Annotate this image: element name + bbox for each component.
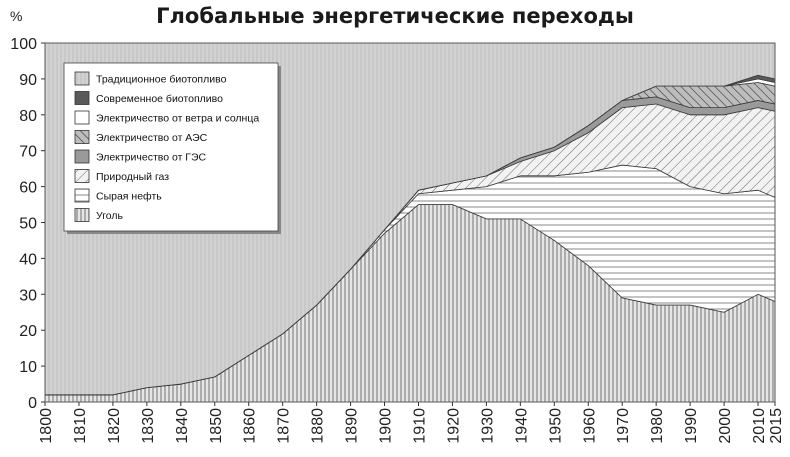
x-tick-label: 1930 (479, 408, 496, 444)
legend: Традиционное биотопливо Современное биото… (63, 62, 281, 234)
x-tick-label: 1990 (683, 408, 700, 444)
x-tick-label: 1880 (310, 408, 327, 444)
y-tick-label: 60 (19, 180, 37, 197)
y-axis-label: % (10, 8, 23, 24)
x-tick-label: 1950 (547, 408, 564, 444)
x-tick-label: 1800 (38, 408, 55, 444)
y-tick-label: 30 (19, 287, 37, 304)
y-tick-label: 50 (19, 216, 37, 233)
y-tick-label: 80 (19, 108, 37, 125)
y-tick-label: 90 (19, 72, 37, 89)
axes: 0 10 20 30 40 50 60 70 80 90 100 1800 1810 1820 1830 18… (10, 36, 785, 444)
legend-swatch (74, 71, 90, 86)
x-tick-label: 1860 (242, 408, 259, 444)
legend-label: Природный газ (96, 171, 169, 183)
x-tick-label: 2010 (751, 408, 768, 444)
x-tick-label: 1920 (445, 408, 462, 444)
x-tick-label: 1840 (174, 408, 191, 444)
legend-label: Электричество от АЭС (96, 132, 208, 144)
legend-swatch (74, 110, 90, 125)
legend-label: Традиционное биотопливо (96, 74, 227, 86)
legend-swatch (74, 130, 90, 144)
y-tick-label: 10 (19, 359, 37, 376)
legend-swatch (74, 169, 90, 183)
x-tick-label: 1820 (106, 408, 123, 444)
legend-swatch (74, 149, 90, 164)
y-tick-label: 0 (28, 395, 37, 412)
x-tick-label: 1900 (378, 408, 395, 444)
x-tick-label: 1870 (276, 408, 293, 444)
legend-box (63, 62, 279, 232)
legend-swatch (74, 208, 90, 222)
x-tick-label: 1960 (581, 408, 598, 444)
legend-label: Уголь (96, 210, 124, 222)
legend-label: Электричество от ветра и солнца (96, 113, 259, 125)
x-tick-label: 2015 (768, 408, 785, 444)
y-tick-label: 20 (19, 323, 37, 340)
legend-label: Современное биотопливо (96, 93, 223, 105)
y-tick-label: 70 (19, 144, 37, 161)
x-tick-label: 1890 (344, 408, 361, 444)
x-tick-label: 1970 (615, 408, 632, 444)
legend-swatch (74, 91, 90, 105)
legend-swatch (74, 188, 90, 203)
x-tick-label: 1810 (72, 408, 89, 444)
legend-label: Электричество от ГЭС (96, 152, 207, 164)
x-tick-label: 1830 (140, 408, 157, 444)
x-tick-label: 2000 (717, 408, 734, 444)
legend-label: Сырая нефть (96, 191, 162, 203)
x-tick-label: 1850 (208, 408, 225, 444)
chart-title: Глобальные энергетические переходы (156, 4, 634, 28)
x-tick-label: 1940 (513, 408, 530, 444)
x-tick-label: 1980 (649, 408, 666, 444)
y-tick-label: 100 (10, 36, 37, 53)
y-tick-label: 40 (19, 251, 37, 268)
x-tick-label: 1910 (411, 408, 428, 444)
